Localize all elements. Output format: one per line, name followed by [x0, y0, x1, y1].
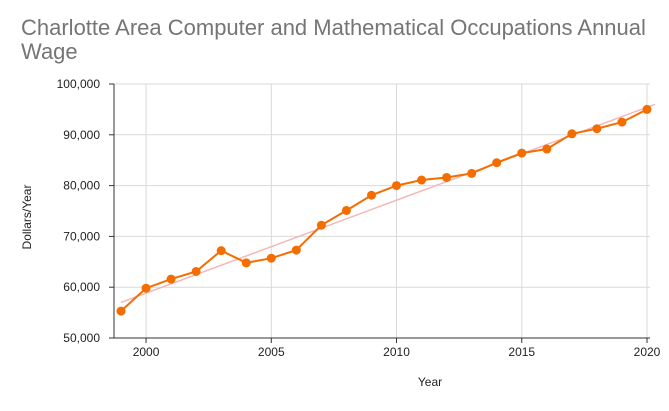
y-tick-label: 80,000 [63, 179, 100, 193]
data-point [492, 158, 502, 168]
data-point [166, 274, 176, 284]
x-tick-label: 2020 [634, 345, 661, 359]
data-point [291, 245, 301, 255]
data-point [191, 266, 201, 276]
chart-title: Charlotte Area Computer and Mathematical… [21, 15, 646, 64]
data-point [116, 306, 126, 316]
tick-labels: 50,000 60,000 70,000 80,000 90,000 100,000 200… [57, 77, 661, 359]
data-point [642, 104, 652, 114]
data-point [617, 117, 627, 127]
data-point [366, 190, 376, 200]
y-tick-label: 70,000 [63, 229, 100, 243]
data-point [216, 246, 226, 256]
data-point [316, 220, 326, 230]
data-point [266, 253, 276, 263]
x-tick-label: 2005 [258, 345, 285, 359]
axes [109, 83, 650, 343]
data-point [341, 205, 351, 215]
data-point [417, 175, 427, 185]
x-tick-label: 2010 [383, 345, 410, 359]
data-point [517, 148, 527, 158]
data-point [567, 129, 577, 139]
data-point [392, 181, 402, 191]
data-point [141, 283, 151, 293]
data-point [542, 144, 552, 154]
series-line [120, 108, 648, 312]
x-tick-label: 2000 [133, 345, 160, 359]
gridlines [114, 83, 650, 338]
y-tick-label: 90,000 [63, 128, 100, 142]
y-tick-label: 60,000 [63, 280, 100, 294]
y-tick-label: 100,000 [57, 77, 101, 91]
data-point [442, 172, 452, 182]
data-point [241, 258, 251, 268]
data-point [467, 168, 477, 178]
x-tick-label: 2015 [508, 345, 535, 359]
data-point [592, 124, 602, 134]
x-axis-label: Year [418, 375, 442, 389]
y-axis-label: Dollars/Year [20, 185, 34, 250]
series-layer [116, 104, 652, 316]
y-tick-label: 50,000 [63, 331, 100, 345]
